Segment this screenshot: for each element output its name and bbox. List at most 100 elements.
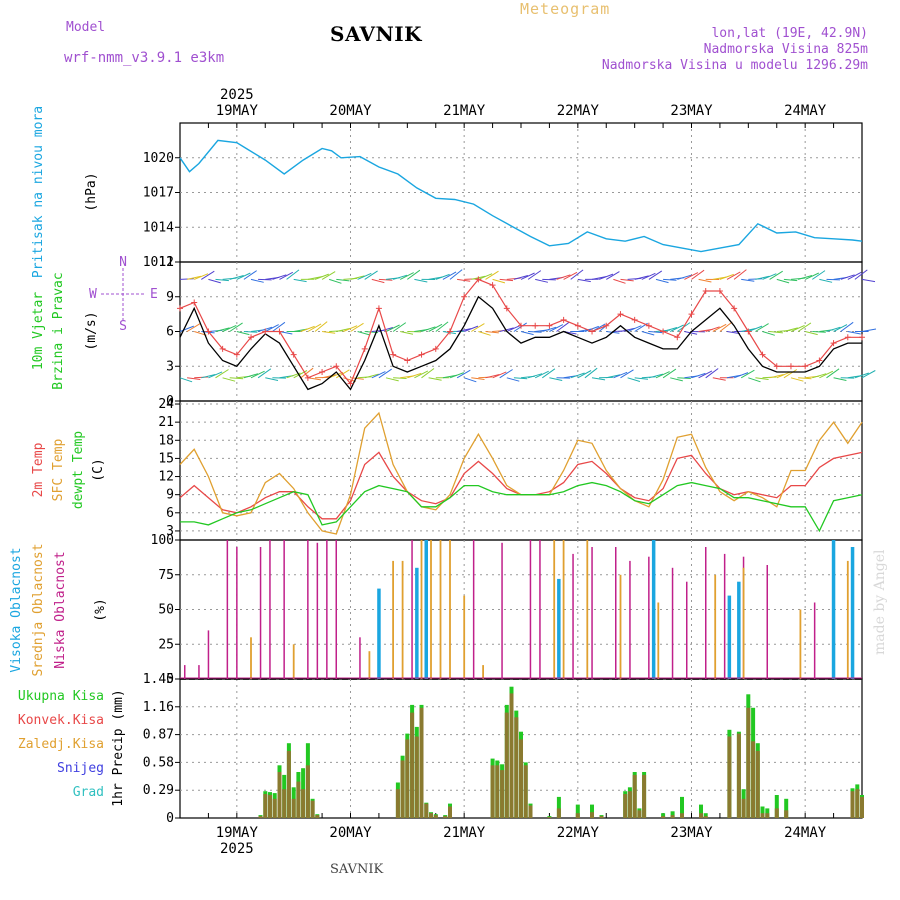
cloud-low-bar — [529, 540, 532, 679]
wind-barb — [606, 374, 621, 379]
cloud-low-bar — [705, 547, 707, 679]
cloud-high-bar — [557, 578, 561, 679]
cloud-mid-bar — [392, 560, 394, 679]
wind-gust-marker — [802, 363, 809, 370]
wind-barb — [719, 273, 734, 280]
wind-barb — [414, 278, 428, 283]
precip-ytick-label: 1.45 — [143, 672, 174, 687]
wind-gust-marker — [716, 287, 723, 294]
wind-barb — [819, 370, 834, 379]
wind-barb — [826, 326, 841, 332]
wind-barb — [257, 368, 272, 379]
wind-barb — [726, 271, 741, 280]
cloud-low-bar — [283, 540, 285, 679]
wind-barb — [705, 368, 719, 379]
wind-barb — [570, 269, 584, 280]
wind-barb — [719, 321, 733, 332]
precip-conv-bar — [291, 798, 296, 818]
cloud-ylabel-low: Niska Oblacnost — [53, 551, 68, 668]
year-label-top: 2025 — [220, 87, 254, 103]
wind-barb — [691, 372, 706, 379]
wind-barb — [755, 377, 769, 380]
cloud-low-bar — [766, 565, 768, 679]
wind-barb — [549, 324, 564, 332]
cloud-mid-bar — [714, 574, 717, 680]
wind-gust-marker — [859, 334, 865, 341]
wind-gust-marker — [503, 305, 510, 312]
day-label-bottom: 19MAY — [216, 825, 259, 841]
wind-barb — [428, 377, 442, 381]
precip-total-bar — [760, 806, 765, 818]
wind-barb — [293, 278, 307, 283]
compass-e: E — [150, 287, 158, 302]
cloud-ylabel-high: Visoka Oblacnost — [9, 547, 24, 672]
wind-barb — [776, 371, 791, 379]
cloud-ytick-label: 75 — [158, 568, 174, 583]
wind-barb — [769, 270, 783, 280]
wind-gust-marker — [248, 334, 255, 341]
pressure-series-line — [179, 139, 863, 253]
wind-gust-marker — [475, 276, 482, 283]
precip-total-bar — [556, 796, 561, 818]
wind-barb — [243, 331, 258, 333]
day-label-bottom: 22MAY — [557, 825, 600, 841]
wind-ylabel: 10m Vjetar — [31, 292, 46, 370]
wind-barb — [208, 371, 223, 379]
wind-barb — [520, 331, 534, 336]
precip-conv-bar — [433, 815, 438, 818]
wind-barb — [300, 325, 315, 332]
wind-barb — [677, 274, 692, 280]
wind-gust-marker — [589, 328, 596, 335]
wind-gust-marker — [461, 293, 468, 300]
cloud-mid-bar — [401, 560, 404, 679]
precip-conv-bar — [765, 813, 770, 818]
wind-barb — [364, 373, 379, 379]
wind-barb — [662, 368, 677, 379]
wind-barb — [449, 269, 463, 280]
precip-conv-bar — [727, 736, 732, 818]
wind-gust-marker — [645, 322, 652, 329]
wind-barb — [456, 328, 472, 332]
precip-total-bar — [590, 804, 594, 818]
precip-conv-bar — [268, 795, 272, 818]
wind-barb — [826, 278, 841, 281]
cloud-mid-bar — [463, 595, 466, 679]
cloud-low-bar — [198, 665, 200, 679]
wind-barb — [627, 325, 642, 332]
precip-legend-item: Snijeg — [57, 761, 104, 776]
wind-barb — [755, 275, 770, 280]
wind-ylabel-sub: Brzina i Pravac — [51, 272, 66, 389]
wind-gust-marker — [830, 340, 837, 347]
precip-conv-bar — [315, 815, 320, 818]
temperature-ytick-label: 18 — [158, 433, 174, 448]
wind-barb — [513, 275, 529, 280]
wind-barb — [435, 321, 449, 332]
cloud-low-bar — [184, 665, 186, 679]
wind-barb — [229, 377, 244, 380]
cloud-low-bar — [572, 553, 574, 679]
day-label-top: 19MAY — [216, 103, 259, 119]
precip-conv-bar — [310, 800, 315, 818]
wind-ytick-label: 9 — [166, 290, 174, 305]
pressure-ytick-label: 1017 — [143, 186, 174, 201]
precip-conv-bar — [860, 796, 864, 818]
wind-gust-marker — [674, 334, 681, 341]
wind-barb — [464, 325, 479, 332]
wind-barb — [272, 274, 287, 280]
cloud-mid-bar — [553, 540, 556, 679]
wind-barb — [833, 377, 847, 381]
cloud-high-bar — [651, 540, 656, 679]
precip-total-bar — [784, 798, 789, 818]
wind-barb — [698, 278, 712, 283]
wind-barb — [350, 275, 365, 280]
wind-gust-marker — [574, 322, 581, 329]
precip-ytick-label: 0.29 — [143, 783, 174, 798]
cloud-high-bar — [831, 540, 836, 679]
wind-barb — [854, 269, 868, 280]
precip-conv-bar — [627, 791, 632, 818]
cloud-low-bar — [359, 637, 361, 679]
day-label-bottom: 21MAY — [443, 825, 486, 841]
wind-barb — [307, 323, 322, 332]
cloud-mid-bar — [250, 637, 252, 679]
cloud-ytick-label: 25 — [158, 637, 174, 652]
